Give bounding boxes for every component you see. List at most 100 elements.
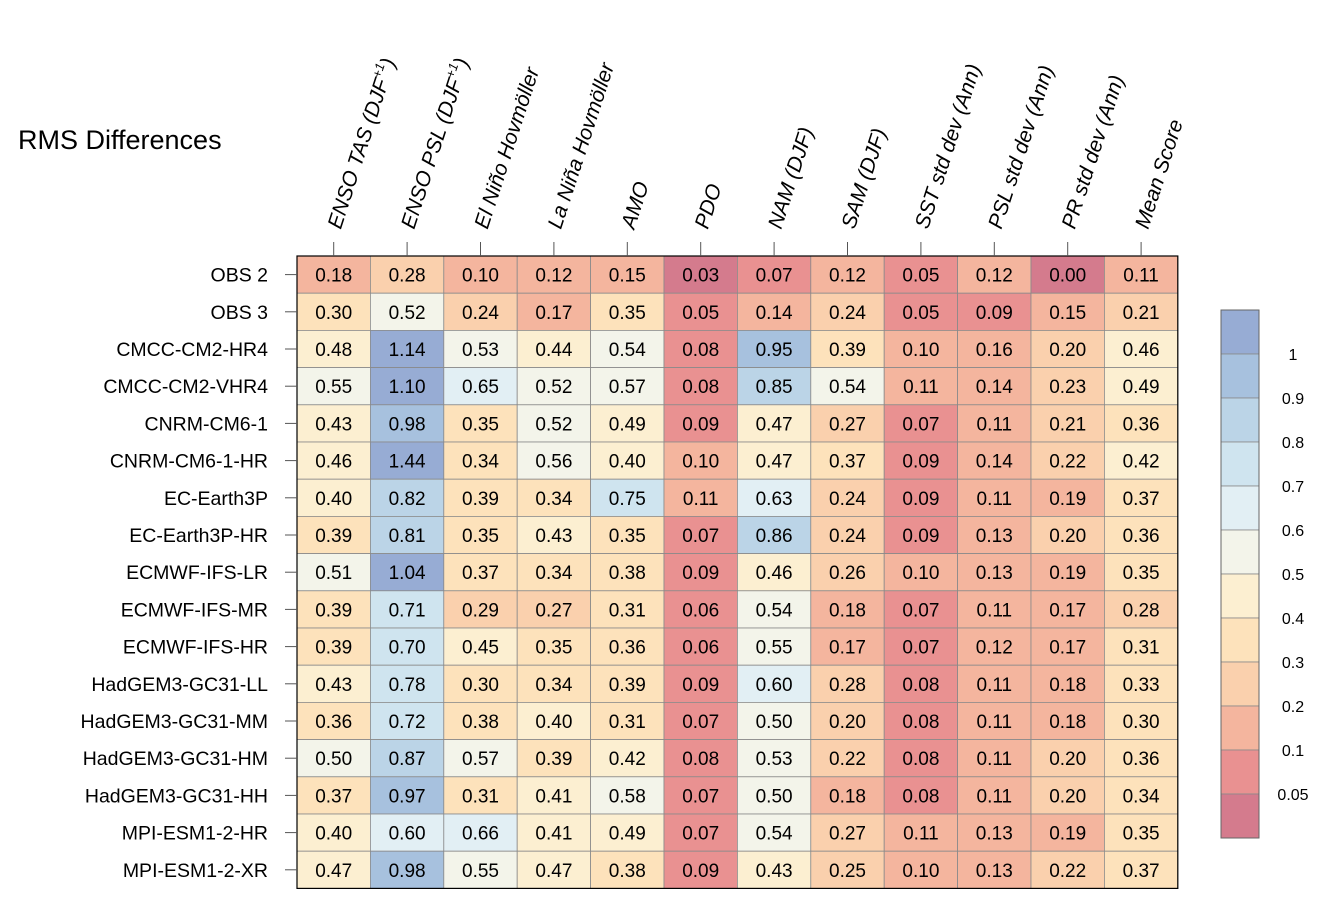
cell-value: 0.49 (609, 414, 646, 435)
cell-value: 0.11 (977, 414, 1013, 435)
cell-value: 0.07 (902, 638, 939, 659)
cell-value: 0.19 (1049, 563, 1086, 584)
heatmap-cell (810, 850, 885, 889)
row-label: HadGEM3-GC31-HH (85, 785, 268, 807)
heatmap-cell (1104, 664, 1179, 703)
cell-value: 0.30 (462, 675, 499, 696)
heatmap-cell (663, 590, 738, 629)
heatmap-cell (443, 590, 518, 629)
heatmap-cell (883, 516, 959, 555)
cell-value: 0.19 (1049, 489, 1086, 510)
cell-value: 0.45 (462, 638, 499, 659)
cell-value: 0.06 (682, 638, 719, 659)
colorbar-segment (1220, 397, 1260, 443)
cell-value: 0.46 (1123, 340, 1160, 361)
cell-value: 0.54 (756, 824, 793, 845)
heatmap-cell (443, 850, 518, 889)
cell-value: 0.46 (756, 563, 793, 584)
cell-value: 0.52 (389, 303, 426, 324)
column-label-superscript: +1 (369, 61, 388, 80)
column-label-text: Mean Score (1131, 117, 1188, 232)
cell-value: 0.22 (1049, 861, 1086, 882)
cell-value: 0.20 (1049, 526, 1086, 547)
column-label-text: PSL std dev (Ann) (984, 63, 1058, 232)
cell-value: 0.07 (682, 786, 719, 807)
row-label: CMCC-CM2-HR4 (116, 339, 268, 361)
heatmap-cell (737, 441, 812, 480)
cell-value: 0.34 (535, 675, 572, 696)
heatmap-cell (737, 292, 812, 331)
heatmap-cell (443, 516, 518, 555)
cell-value: 0.40 (609, 452, 646, 473)
cell-value: 0.10 (462, 266, 499, 287)
heatmap-cell (516, 478, 592, 517)
cell-value: 0.15 (1049, 303, 1086, 324)
row-label: MPI-ESM1-2-HR (122, 823, 268, 845)
colorbar-segment (1220, 441, 1260, 487)
heatmap-cell (1104, 255, 1179, 294)
heatmap-cell (369, 702, 445, 741)
column-label-text: SST std dev (Ann) (911, 61, 986, 231)
column-label-text: NAM (DJF) (764, 125, 818, 232)
heatmap-cell (737, 776, 812, 815)
cell-value: 0.08 (682, 749, 719, 770)
cell-value: 0.39 (315, 526, 352, 547)
cell-value: 0.98 (389, 414, 426, 435)
row-label: OBS 2 (211, 265, 268, 287)
row-label: CNRM-CM6-1-HR (110, 451, 268, 473)
cell-value: 0.35 (609, 303, 646, 324)
heatmap-cell (957, 516, 1032, 555)
heatmap-cell (663, 329, 738, 368)
column-label-text: PR std dev (Ann) (1058, 72, 1129, 231)
cell-value: 0.58 (609, 786, 646, 807)
cell-value: 0.21 (1049, 414, 1086, 435)
heatmap-cell (516, 776, 592, 815)
cell-value: 1.14 (389, 340, 426, 361)
cell-value: 0.24 (462, 303, 499, 324)
cell-value: 0.35 (462, 414, 499, 435)
heatmap-cell (296, 516, 371, 555)
cell-value: 0.28 (829, 675, 866, 696)
heatmap-cell (1104, 627, 1179, 666)
heatmap-cell (883, 478, 959, 517)
cell-value: 0.71 (389, 600, 426, 621)
heatmap-cell (883, 292, 959, 331)
cell-value: 0.24 (829, 526, 866, 547)
column-label: ENSO PSL (DJF+1) (394, 54, 474, 231)
heatmap-cell (957, 702, 1032, 741)
heatmap-cell (516, 553, 592, 592)
row-label: ECMWF-IFS-MR (121, 599, 268, 621)
heatmap-cell (737, 590, 812, 629)
cell-value: 0.09 (682, 861, 719, 882)
cell-value: 0.00 (1049, 266, 1086, 287)
row-label: EC-Earth3P-HR (129, 525, 268, 547)
heatmap-cell (1104, 553, 1179, 592)
cell-value: 0.43 (315, 675, 352, 696)
heatmap-cell (516, 590, 592, 629)
cell-value: 0.09 (682, 675, 719, 696)
column-label-text: AMO (617, 179, 654, 234)
heatmap-cell (1104, 850, 1179, 889)
cell-value: 0.20 (829, 712, 866, 733)
cell-value: 0.03 (682, 266, 719, 287)
heatmap-cell (369, 850, 445, 889)
heatmap-cell (590, 441, 665, 480)
cell-value: 0.41 (535, 824, 572, 845)
heatmap-cell (590, 553, 665, 592)
heatmap-cell (296, 329, 371, 368)
cell-value: 0.30 (1123, 712, 1160, 733)
cell-value: 0.47 (535, 861, 572, 882)
heatmap-cell (1104, 516, 1179, 555)
colorbar-segment (1220, 309, 1260, 355)
cell-value: 0.27 (535, 600, 572, 621)
heatmap-cell (1104, 813, 1179, 852)
cell-value: 0.39 (315, 638, 352, 659)
cell-value: 0.54 (756, 600, 793, 621)
cell-value: 0.13 (976, 824, 1013, 845)
column-label-text: ENSO TAS (DJF (324, 75, 394, 232)
cell-value: 0.09 (902, 526, 939, 547)
column-label-text: La Niña Hovmöller (544, 59, 620, 231)
cell-value: 0.38 (462, 712, 499, 733)
colorbar-segment (1220, 661, 1260, 707)
cell-value: 0.36 (609, 638, 646, 659)
